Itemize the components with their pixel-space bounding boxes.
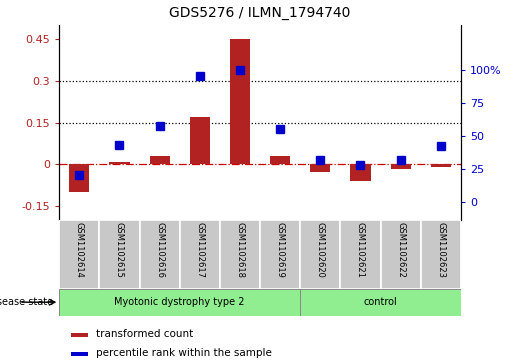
Bar	[69, 164, 89, 192]
Text: GSM1102621: GSM1102621	[356, 222, 365, 278]
Bar	[190, 117, 210, 164]
Text: transformed count: transformed count	[96, 329, 194, 339]
Text: GSM1102617: GSM1102617	[195, 222, 204, 278]
Text: GSM1102616: GSM1102616	[155, 222, 164, 278]
Bar	[149, 156, 169, 164]
Text: percentile rank within the sample: percentile rank within the sample	[96, 348, 272, 358]
Bar	[310, 164, 330, 172]
Title: GDS5276 / ILMN_1794740: GDS5276 / ILMN_1794740	[169, 6, 351, 20]
Bar	[340, 220, 381, 289]
Bar	[230, 39, 250, 164]
Bar	[59, 220, 99, 289]
Bar	[220, 220, 260, 289]
Bar	[350, 164, 370, 181]
Text: GSM1102614: GSM1102614	[75, 222, 84, 278]
Bar	[421, 220, 461, 289]
Bar	[71, 352, 88, 356]
Bar	[140, 220, 180, 289]
Bar	[390, 164, 410, 169]
Bar	[59, 289, 300, 316]
Bar	[300, 220, 340, 289]
Bar	[270, 156, 290, 164]
Text: GSM1102615: GSM1102615	[115, 222, 124, 278]
Bar	[381, 220, 421, 289]
Text: GSM1102622: GSM1102622	[396, 222, 405, 278]
Bar	[99, 220, 140, 289]
Bar	[109, 162, 129, 164]
Bar	[180, 220, 220, 289]
Bar	[431, 164, 451, 167]
Text: GSM1102619: GSM1102619	[276, 222, 285, 278]
Text: Myotonic dystrophy type 2: Myotonic dystrophy type 2	[114, 297, 245, 307]
Bar	[71, 333, 88, 337]
Text: disease state: disease state	[0, 297, 57, 307]
Text: control: control	[364, 297, 398, 307]
Text: GSM1102620: GSM1102620	[316, 222, 325, 278]
Text: GSM1102618: GSM1102618	[235, 222, 245, 278]
Bar	[260, 220, 300, 289]
Text: GSM1102623: GSM1102623	[436, 222, 445, 278]
Bar	[300, 289, 461, 316]
